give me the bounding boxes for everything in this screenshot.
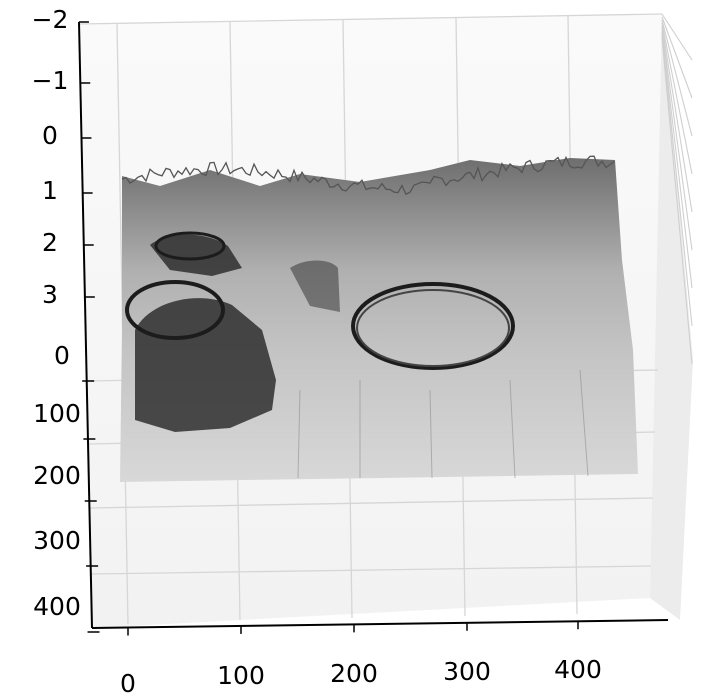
grid-line-side (661, 19, 693, 137)
z-tick-label: −1 (32, 66, 69, 95)
surface-rings (125, 231, 515, 370)
surface-ridge (121, 155, 615, 196)
z-tick-label: 3 (42, 280, 58, 309)
z-tick-label: 0 (42, 121, 58, 150)
z-axis-line (78, 21, 93, 629)
x-tick-label: 400 (554, 655, 602, 684)
y-tick-label: 100 (33, 399, 81, 428)
grid-line-side (661, 25, 693, 213)
surface-dark-mass (135, 234, 340, 432)
z-tick-label: −2 (32, 5, 69, 34)
grid-line-side (661, 13, 693, 61)
grid-line-side (661, 28, 693, 251)
x-axis-ticks: 0 100 200 300 400 (120, 621, 602, 697)
x-tick-label: 300 (443, 657, 491, 686)
side-pane (650, 14, 693, 620)
grid-line-side (661, 22, 693, 175)
grid-line-side (661, 16, 693, 99)
z-tick-label: 1 (42, 176, 58, 205)
grid-line-side (661, 37, 693, 365)
grid-line-side (661, 31, 693, 289)
z-axis-ticks: −2 −1 0 1 2 3 (32, 5, 95, 309)
grid-line-horizontal (90, 565, 652, 575)
y-tick-label: 200 (33, 461, 81, 490)
x-tick-label: 200 (330, 659, 378, 688)
z-tick-label: 2 (42, 228, 58, 257)
surface-streaks (297, 369, 589, 479)
y-tick-label: 0 (54, 341, 70, 370)
surface (120, 155, 638, 482)
x-tick-label: 0 (120, 669, 136, 697)
y-tick-label: 400 (33, 592, 81, 621)
y-tick-label: 300 (33, 526, 81, 555)
grid-line-side (661, 34, 693, 327)
y-axis-ticks: 0 100 200 300 400 (33, 341, 100, 633)
x-axis-line (91, 619, 669, 629)
x-tick-label: 100 (217, 661, 265, 690)
grid-line-horizontal (89, 497, 654, 509)
grid-line-horizontal (79, 13, 663, 25)
